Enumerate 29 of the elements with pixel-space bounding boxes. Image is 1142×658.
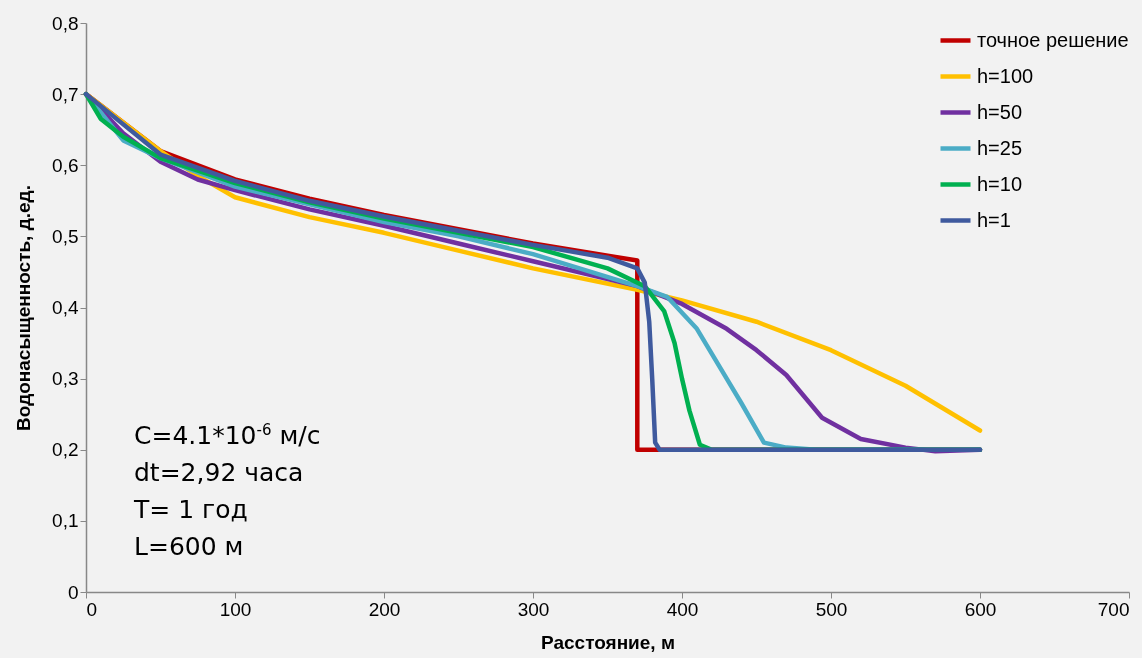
x-tick-label: 400 bbox=[666, 598, 699, 620]
legend-label: h=25 bbox=[977, 136, 1023, 159]
annotation: T= 1 год bbox=[134, 494, 249, 527]
y-tick-label: 0,2 bbox=[52, 439, 79, 461]
y-tick-label: 0,1 bbox=[52, 510, 79, 532]
legend-label: h=100 bbox=[977, 64, 1034, 87]
y-tick-label: 0,8 bbox=[52, 12, 79, 34]
x-tick-label: 600 bbox=[964, 598, 997, 620]
x-tick-label: 200 bbox=[368, 598, 401, 620]
annotation: C=4.1*10$^{-6}$ м/с bbox=[134, 420, 321, 453]
y-tick-label: 0,7 bbox=[52, 83, 79, 105]
annotation: L=600 м bbox=[134, 531, 245, 564]
x-tick-label: 700 bbox=[1097, 598, 1130, 620]
y-tick-label: 0,3 bbox=[52, 368, 79, 390]
legend-label: h=50 bbox=[977, 100, 1023, 123]
x-tick-label: 500 bbox=[815, 598, 848, 620]
annotation: dt=2,92 часа bbox=[134, 457, 305, 490]
y-tick-label: 0 bbox=[67, 581, 79, 603]
x-tick-label: 300 bbox=[517, 598, 550, 620]
y-tick-label: 0,6 bbox=[52, 154, 79, 176]
x-tick-label: 100 bbox=[219, 598, 252, 620]
legend-label: точное решение bbox=[977, 28, 1129, 51]
y-tick-label: 0,5 bbox=[52, 225, 79, 247]
y-tick-label: 0,4 bbox=[52, 297, 79, 318]
y-axis-title: Водонасыщенность, д.ед. bbox=[13, 185, 35, 431]
legend-label: h=1 bbox=[977, 208, 1011, 231]
x-axis-title: Расстояние, м bbox=[541, 631, 675, 653]
legend-label: h=10 bbox=[977, 172, 1023, 195]
x-tick-label: 0 bbox=[86, 598, 98, 620]
